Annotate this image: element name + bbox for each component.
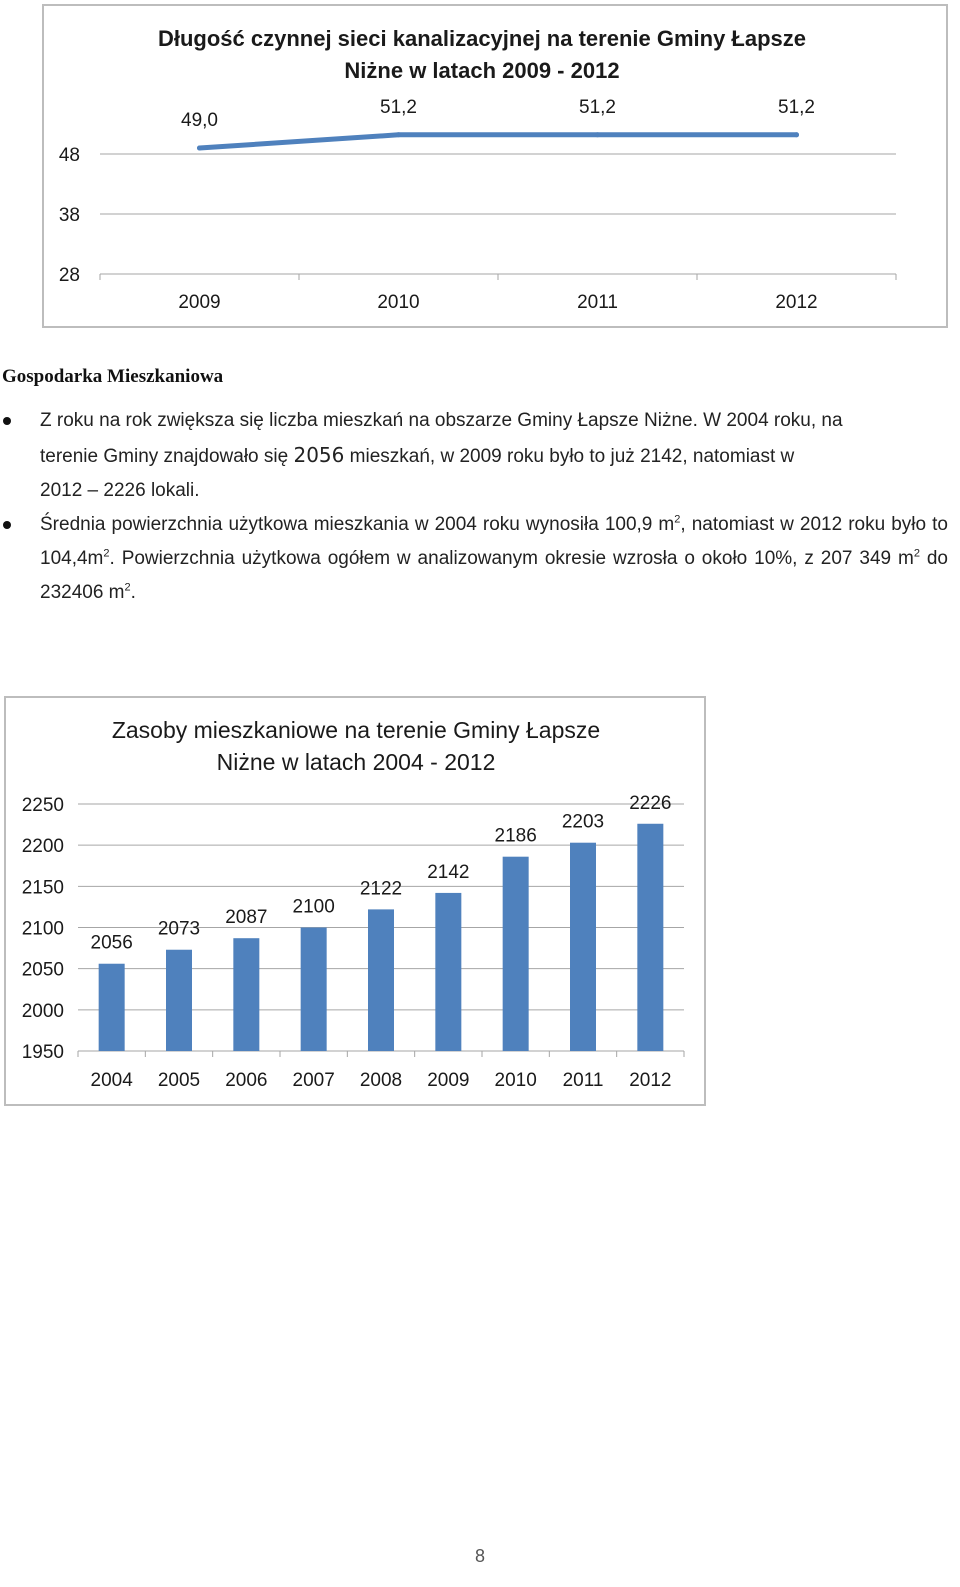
bar-x-tick-label: 2006 (225, 1070, 267, 1091)
bullet1-line1: Z roku na rok zwiększa się liczba mieszk… (40, 410, 843, 431)
bar-2008 (368, 909, 394, 1051)
bullet2-part2: , natomiast w 2012 roku było to 104,4m (40, 514, 948, 569)
section-heading: Gospodarka Mieszkaniowa (2, 366, 224, 387)
line-data-label: 49,0 (181, 110, 218, 131)
bullet-list: Z roku na rok zwiększa się liczba mieszk… (0, 404, 948, 610)
line-x-tick-label: 2011 (577, 292, 618, 313)
line-data-point (595, 132, 600, 138)
line-data-point (396, 132, 401, 138)
bar-chart-title-line1: Zasoby mieszkaniowe na terenie Gminy Łap… (112, 717, 600, 743)
bar-x-tick-label: 2010 (495, 1070, 537, 1091)
bar-2012 (637, 823, 664, 1051)
housing-bar-chart: Zasoby mieszkaniowe na terenie Gminy Łap… (4, 696, 706, 1106)
bar-2007 (300, 927, 327, 1051)
bullet1-line2b: 2056 (293, 443, 345, 467)
bullet2-sup3: 2 (913, 547, 920, 560)
bar-data-label: 2056 (91, 933, 133, 954)
bar-data-label: 2087 (225, 907, 267, 928)
line-x-tick-label: 2010 (377, 292, 419, 313)
bullet2-sup1: 2 (674, 513, 681, 526)
bar-y-tick-label: 2050 (22, 960, 64, 981)
bar-x-tick-label: 2011 (563, 1070, 604, 1091)
bar-y-tick-label: 2250 (22, 795, 64, 816)
line-data-label: 51,2 (579, 97, 616, 118)
line-series (197, 132, 799, 151)
bar-x-tick-label: 2007 (293, 1070, 335, 1091)
bar-x-tick-label: 2004 (91, 1070, 134, 1091)
bullet-icon (3, 521, 11, 529)
bar-2010 (502, 856, 529, 1051)
bullet2-part4: do 232406 m (40, 548, 948, 603)
bar-x-tick-label: 2009 (427, 1070, 469, 1091)
bullet2-sup4: 2 (124, 581, 131, 594)
bar-data-label: 2226 (629, 793, 671, 814)
bullet2-part5: . (130, 582, 136, 603)
line-data-label: 51,2 (380, 97, 417, 118)
bar-data-label: 2100 (293, 897, 335, 918)
bar-x-tick-label: 2005 (158, 1070, 200, 1091)
line-y-tick-label: 28 (59, 265, 80, 286)
line-data-point (197, 145, 202, 151)
line-chart-title-line1: Długość czynnej sieci kanalizacyjnej na … (158, 26, 806, 51)
bullet1-line2a: terenie Gminy znajdowało się (40, 446, 294, 467)
line-chart-title-line2: Niżne w latach 2009 - 2012 (344, 58, 619, 83)
bar-data-label: 2122 (360, 878, 402, 899)
bar-y-tick-label: 1950 (22, 1042, 64, 1063)
bar-data-label: 2142 (427, 862, 469, 883)
line-data-label: 51,2 (778, 97, 815, 118)
sewer-line-chart: Długość czynnej sieci kanalizacyjnej na … (42, 4, 948, 328)
bar-data-label: 2203 (562, 812, 604, 833)
bullet2-sup2: 2 (103, 547, 110, 560)
line-x-tick-label: 2009 (178, 292, 220, 313)
housing-bar-chart-svg: Zasoby mieszkaniowe na terenie Gminy Łap… (22, 717, 685, 1091)
bar-2005 (166, 949, 192, 1051)
bar-data-label: 2073 (158, 919, 200, 940)
bar-y-tick-label: 2200 (22, 836, 64, 857)
bullet-item-floor-area: Średnia powierzchnia użytkowa mieszkania… (0, 508, 948, 610)
bar-y-tick-label: 2000 (22, 1001, 64, 1022)
bar-x-tick-label: 2012 (629, 1070, 671, 1091)
line-y-tick-label: 38 (59, 205, 80, 226)
bar-chart-title-line2: Niżne w latach 2004 - 2012 (217, 749, 496, 775)
bar-y-tick-label: 2100 (22, 919, 64, 940)
bullet2-part1: Średnia powierzchnia użytkowa mieszkania… (40, 514, 675, 535)
line-x-tick-label: 2012 (775, 292, 817, 313)
line-y-tick-label: 48 (59, 145, 80, 166)
bar-2004 (98, 963, 125, 1051)
bar-2009 (435, 892, 462, 1051)
bar-2011 (570, 842, 596, 1051)
bullet2-part3: . Powierzchnia użytkowa ogółem w analizo… (109, 548, 914, 569)
sewer-line-chart-svg: Długość czynnej sieci kanalizacyjnej na … (59, 26, 897, 313)
bar-y-tick-label: 2150 (22, 877, 64, 898)
bar-data-label: 2186 (495, 826, 537, 847)
line-data-point (794, 132, 799, 138)
bullet-item-housing-count: Z roku na rok zwiększa się liczba mieszk… (0, 404, 948, 508)
bullet1-line3: 2012 – 2226 lokali. (40, 480, 200, 501)
bar-x-tick-label: 2008 (360, 1070, 402, 1091)
page-number: 8 (474, 1546, 485, 1566)
bullet-icon (3, 417, 11, 425)
bar-2006 (233, 938, 260, 1051)
bullet1-line2c: mieszkań, w 2009 roku było to już 2142, … (344, 446, 795, 467)
